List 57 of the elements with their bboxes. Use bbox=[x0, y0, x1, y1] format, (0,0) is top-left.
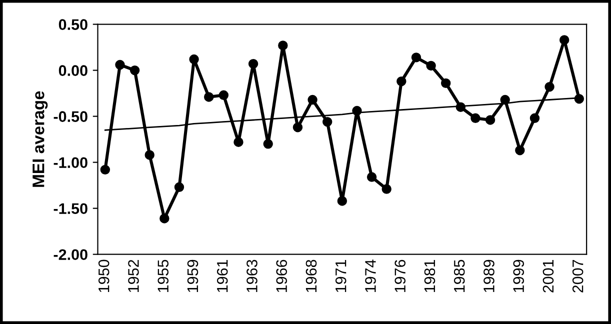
point bbox=[500, 94, 510, 105]
point bbox=[426, 60, 436, 71]
y-tick-label: -0.50 bbox=[54, 111, 88, 122]
point bbox=[234, 137, 244, 147]
x-tick-label: 1999 bbox=[513, 260, 524, 292]
point bbox=[485, 115, 496, 125]
point bbox=[130, 65, 140, 76]
x-tick-label: 1968 bbox=[306, 260, 317, 292]
y-tick-label: 0.00 bbox=[58, 65, 88, 76]
x-tick-label: 1963 bbox=[246, 260, 258, 292]
x-tick-label: 1971 bbox=[335, 260, 346, 292]
x-tick-label: 1989 bbox=[484, 260, 494, 292]
point bbox=[382, 184, 392, 194]
point bbox=[411, 52, 422, 62]
point bbox=[515, 146, 525, 156]
point bbox=[322, 116, 332, 127]
point bbox=[160, 214, 170, 224]
point bbox=[278, 40, 288, 50]
point bbox=[189, 54, 199, 64]
point bbox=[559, 35, 570, 45]
x-tick-label: 1950 bbox=[98, 260, 110, 292]
x-tick-label: 1981 bbox=[424, 260, 436, 292]
point bbox=[470, 113, 480, 124]
point bbox=[337, 196, 348, 206]
x-tick-label: 2007 bbox=[572, 260, 584, 292]
x-tick-label: 1955 bbox=[158, 260, 169, 292]
point bbox=[218, 90, 229, 100]
x-tick-label: 1952 bbox=[128, 260, 139, 292]
x-tick-label: 1959 bbox=[187, 260, 198, 292]
point bbox=[544, 82, 554, 92]
point bbox=[440, 78, 451, 88]
point bbox=[366, 172, 377, 182]
point bbox=[292, 122, 303, 132]
point bbox=[144, 150, 154, 160]
point bbox=[352, 106, 362, 116]
point bbox=[308, 94, 318, 105]
y-tick-label: -2.00 bbox=[54, 249, 88, 260]
point bbox=[530, 113, 540, 124]
x-tick-label: 1961 bbox=[216, 260, 228, 292]
point bbox=[204, 92, 214, 102]
y-tick-label: -1.50 bbox=[54, 203, 88, 214]
y-tick-label: -1.00 bbox=[54, 157, 88, 168]
point bbox=[174, 182, 184, 192]
point bbox=[263, 139, 273, 149]
point bbox=[115, 60, 125, 70]
point bbox=[100, 164, 110, 175]
x-tick-label: 1985 bbox=[454, 260, 465, 292]
x-tick-label: 2001 bbox=[542, 260, 554, 292]
point bbox=[248, 59, 258, 69]
x-tick-label: 1974 bbox=[365, 260, 376, 292]
point bbox=[574, 94, 584, 104]
point bbox=[396, 76, 406, 86]
point bbox=[456, 102, 466, 112]
x-tick-label: 1966 bbox=[276, 260, 288, 292]
y-tick-label: 0.50 bbox=[58, 19, 88, 30]
x-tick-label: 1976 bbox=[394, 260, 406, 292]
y-axis-title: MEI average bbox=[32, 91, 48, 187]
